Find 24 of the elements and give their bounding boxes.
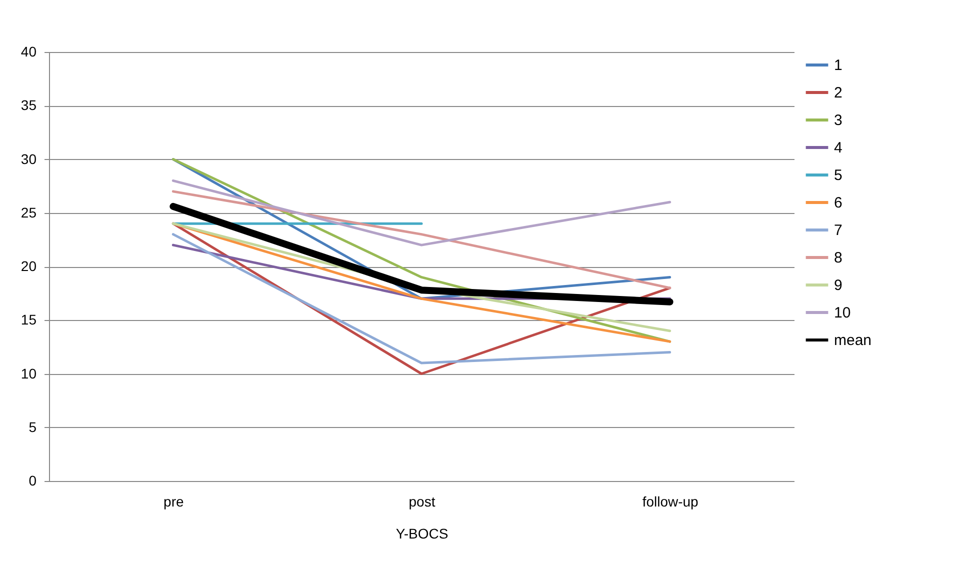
y-tick-label: 35 (20, 97, 37, 114)
y-tick-label: 40 (20, 44, 37, 60)
legend-label: 10 (834, 304, 851, 322)
legend-label: 2 (834, 84, 842, 102)
y-tick-label: 0 (28, 472, 37, 488)
y-tick-label: 30 (20, 150, 37, 167)
legend-label: 7 (834, 222, 842, 239)
legend-label: 9 (834, 277, 842, 294)
legend-label: 1 (834, 57, 842, 74)
x-tick-label: post (408, 494, 436, 510)
y-tick-label: 10 (20, 365, 37, 382)
y-tick-label: 5 (28, 418, 37, 435)
legend-label: 5 (834, 167, 842, 184)
x-axis-title: Y-BOCS (396, 526, 448, 542)
legend-label: 3 (834, 112, 842, 129)
y-tick-label: 20 (20, 258, 37, 274)
y-tick-label: 25 (20, 204, 37, 220)
x-tick-label: follow-up (642, 494, 699, 510)
legend-label: 6 (834, 194, 842, 212)
legend-label: 4 (834, 140, 842, 156)
y-tick-label: 15 (20, 312, 37, 328)
legend-label: mean (834, 332, 872, 349)
x-tick-label: pre (164, 494, 184, 510)
legend-label: 8 (834, 250, 842, 266)
